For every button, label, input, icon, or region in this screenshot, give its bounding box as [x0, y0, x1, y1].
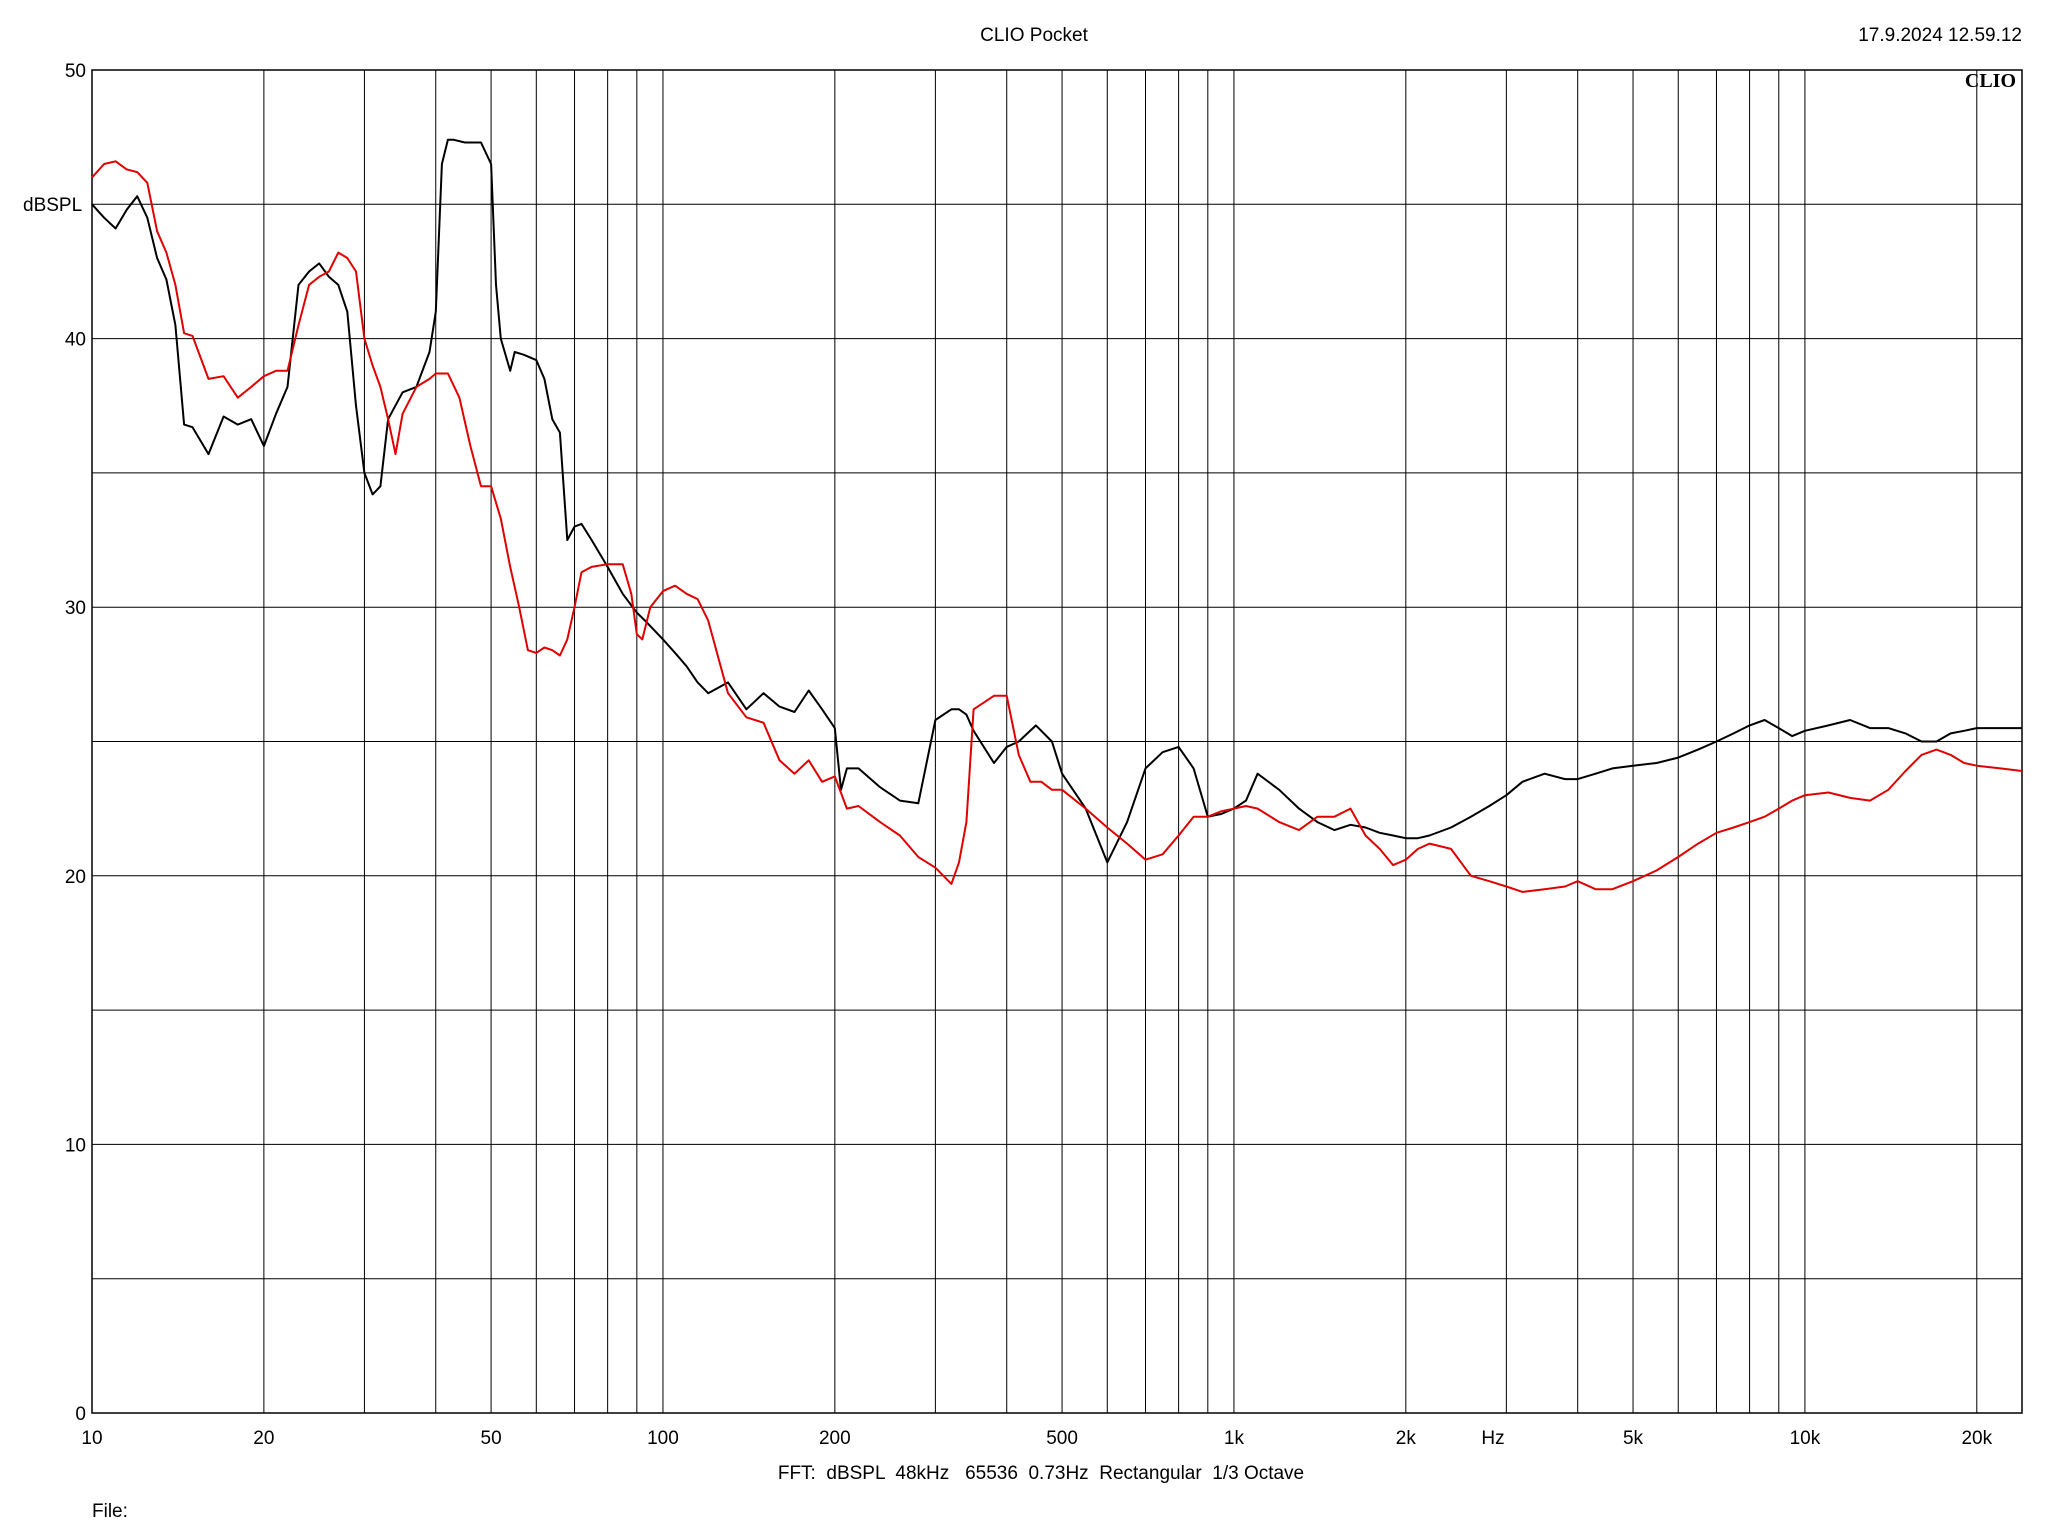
y-tick-label: 40 — [65, 330, 86, 351]
y-axis-ticks: 0 10 20 30 40 50 — [65, 61, 86, 1425]
x-axis-ticks: 10 20 50 100 200 500 1k 2k 5k 10k 20k — [81, 1428, 1992, 1449]
x-tick-label: 1k — [1224, 1428, 1245, 1449]
y-tick-label: 0 — [75, 1404, 86, 1425]
grid-lines — [92, 70, 2022, 1413]
series-line-2 — [91, 160, 2023, 893]
x-tick-label: 20k — [1961, 1428, 1992, 1449]
x-tick-label: 2k — [1396, 1428, 1417, 1449]
x-axis-label: Hz — [1481, 1428, 1504, 1449]
x-tick-label: 500 — [1046, 1428, 1078, 1449]
series-line-1 — [91, 138, 2022, 864]
timestamp: 17.9.2024 12.59.12 — [1858, 25, 2022, 46]
x-tick-label: 100 — [647, 1428, 679, 1449]
y-axis-label: dBSPL — [23, 195, 82, 216]
y-tick-label: 30 — [65, 598, 86, 619]
fft-settings: FFT: dBSPL 48kHz 65536 0.73Hz Rectangula… — [778, 1463, 1304, 1484]
y-tick-label: 10 — [65, 1135, 86, 1156]
x-tick-label: 10k — [1790, 1428, 1821, 1449]
x-tick-label: 10 — [81, 1428, 102, 1449]
y-tick-label: 20 — [65, 867, 86, 888]
y-tick-label: 50 — [65, 61, 86, 82]
clio-logo: CLIO — [1965, 70, 2016, 92]
series-layer — [91, 138, 2023, 893]
file-label: File: — [92, 1501, 128, 1522]
x-tick-label: 50 — [481, 1428, 502, 1449]
x-tick-label: 5k — [1623, 1428, 1644, 1449]
x-tick-label: 200 — [819, 1428, 851, 1449]
x-tick-label: 20 — [253, 1428, 274, 1449]
chart-title: CLIO Pocket — [980, 25, 1088, 46]
